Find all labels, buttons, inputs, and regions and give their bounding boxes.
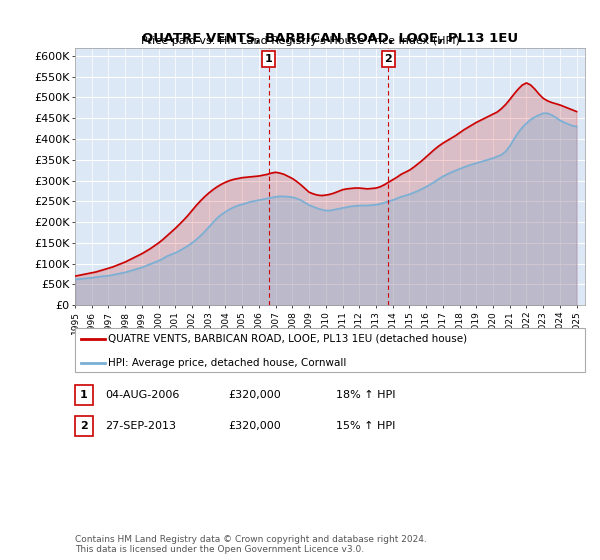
- Text: HPI: Average price, detached house, Cornwall: HPI: Average price, detached house, Corn…: [108, 358, 346, 368]
- Text: £320,000: £320,000: [228, 390, 281, 400]
- Text: Contains HM Land Registry data © Crown copyright and database right 2024.
This d: Contains HM Land Registry data © Crown c…: [75, 535, 427, 554]
- Text: 18% ↑ HPI: 18% ↑ HPI: [336, 390, 395, 400]
- Text: 15% ↑ HPI: 15% ↑ HPI: [336, 421, 395, 431]
- Title: QUATRE VENTS, BARBICAN ROAD, LOOE, PL13 1EU: QUATRE VENTS, BARBICAN ROAD, LOOE, PL13 …: [142, 32, 518, 45]
- Text: 2: 2: [385, 54, 392, 64]
- Text: Price paid vs. HM Land Registry's House Price Index (HPI): Price paid vs. HM Land Registry's House …: [140, 36, 460, 46]
- Text: 1: 1: [80, 390, 88, 400]
- Text: QUATRE VENTS, BARBICAN ROAD, LOOE, PL13 1EU (detached house): QUATRE VENTS, BARBICAN ROAD, LOOE, PL13 …: [108, 334, 467, 344]
- Text: 2: 2: [80, 421, 88, 431]
- Text: 1: 1: [265, 54, 272, 64]
- Text: 27-SEP-2013: 27-SEP-2013: [105, 421, 176, 431]
- Text: 04-AUG-2006: 04-AUG-2006: [105, 390, 179, 400]
- Text: £320,000: £320,000: [228, 421, 281, 431]
